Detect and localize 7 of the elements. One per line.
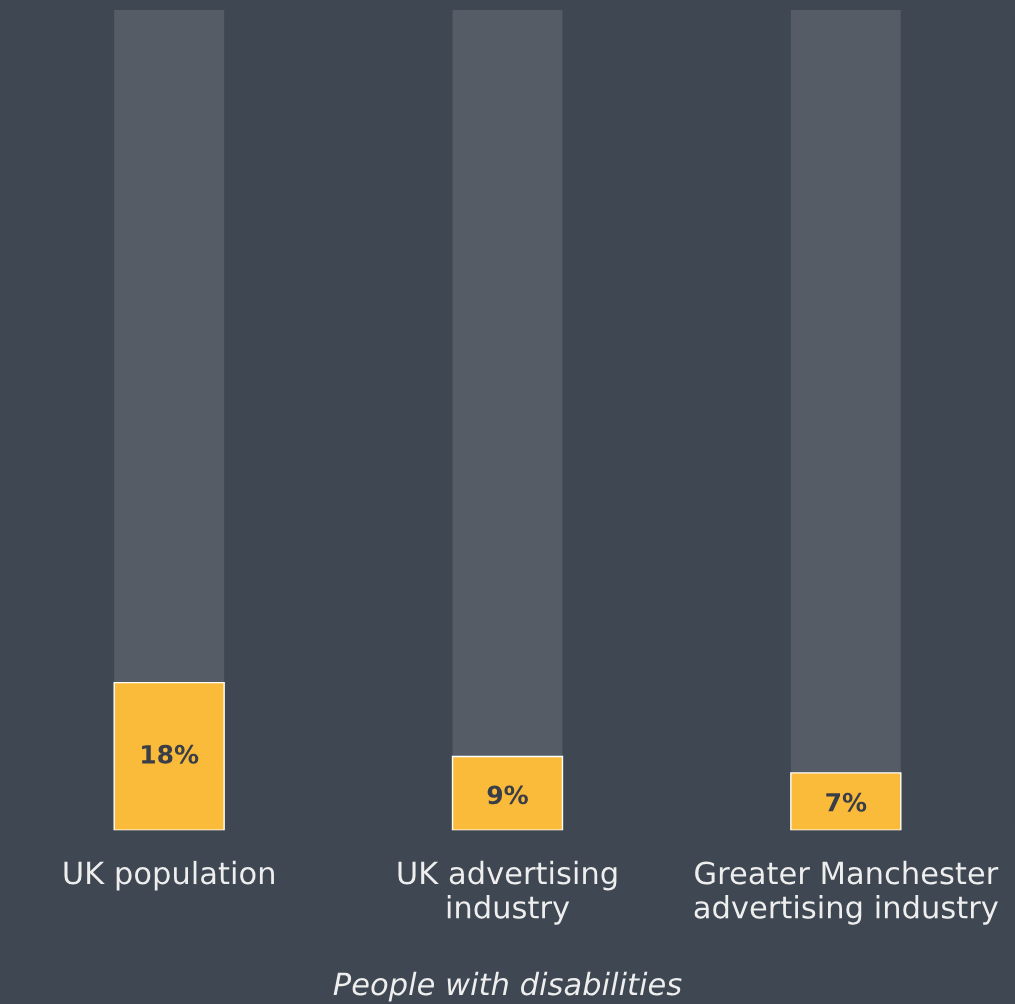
data-label: 18% — [142, 744, 199, 764]
data-label: 9% — [487, 785, 528, 805]
data-label: 7% — [826, 792, 867, 812]
x-tick-label: UK advertising industry — [398, 860, 617, 925]
x-tick-label: Greater Manchester advertising industry — [694, 860, 999, 925]
x-tick-label: UK population — [64, 860, 274, 891]
x-axis-title: People with disabilities — [333, 971, 682, 1002]
